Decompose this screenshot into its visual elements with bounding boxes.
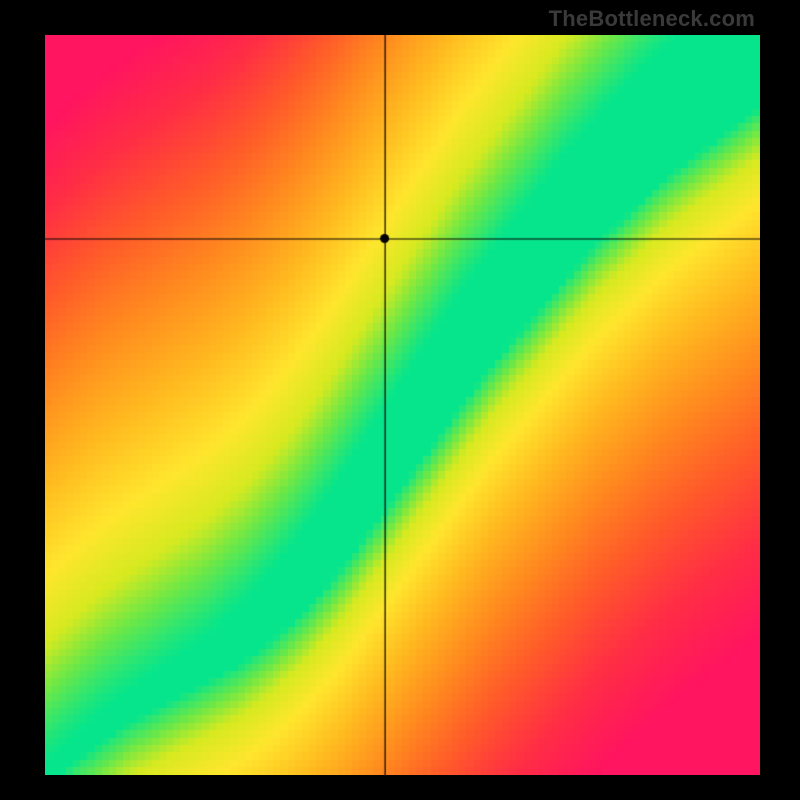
watermark: TheBottleneck.com xyxy=(549,6,755,32)
bottleneck-heatmap xyxy=(45,35,760,775)
